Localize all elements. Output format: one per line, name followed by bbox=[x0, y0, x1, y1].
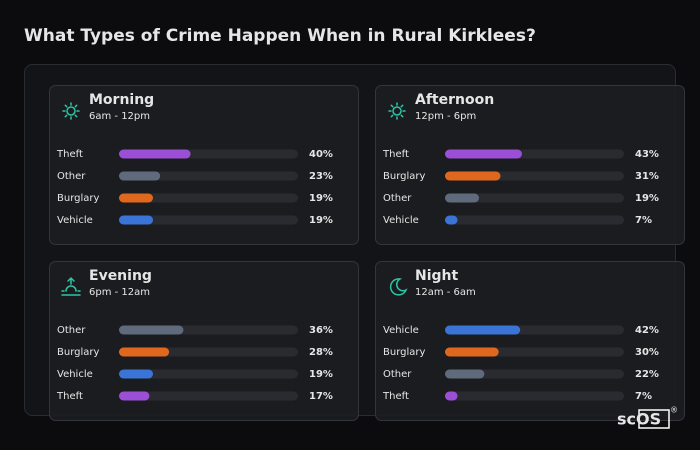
moon-icon bbox=[389, 278, 408, 296]
bar bbox=[445, 391, 458, 401]
category-label: Theft bbox=[382, 149, 409, 160]
category-label: Vehicle bbox=[383, 215, 419, 226]
panel-title: Afternoon bbox=[415, 92, 494, 108]
category-label: Burglary bbox=[383, 347, 425, 358]
bar bbox=[445, 325, 521, 335]
bar bbox=[119, 391, 150, 401]
value-label: 40% bbox=[309, 149, 333, 160]
panel-title: Night bbox=[415, 268, 459, 284]
bar bbox=[119, 149, 191, 159]
category-label: Vehicle bbox=[383, 325, 419, 336]
value-label: 23% bbox=[309, 171, 333, 182]
bar-track bbox=[445, 369, 624, 379]
panel-card bbox=[375, 261, 685, 421]
value-label: 19% bbox=[309, 369, 333, 380]
page-title: What Types of Crime Happen When in Rural… bbox=[24, 26, 536, 46]
value-label: 36% bbox=[309, 325, 333, 336]
category-label: Burglary bbox=[57, 193, 99, 204]
bar bbox=[119, 369, 154, 379]
category-label: Other bbox=[57, 325, 86, 336]
bar bbox=[119, 325, 184, 335]
value-label: 28% bbox=[309, 347, 333, 358]
panels: Morning 6am - 12pm Theft 40% Other 23% Burglar… bbox=[49, 85, 685, 421]
category-label: Other bbox=[57, 171, 86, 182]
value-label: 22% bbox=[635, 369, 659, 380]
bar bbox=[119, 193, 154, 203]
value-label: 43% bbox=[635, 149, 659, 160]
bar bbox=[445, 347, 499, 357]
value-label: 7% bbox=[635, 391, 652, 402]
bar bbox=[445, 149, 522, 159]
bar bbox=[445, 171, 501, 181]
panel-subtitle: 12am - 6am bbox=[415, 287, 476, 298]
category-label: Vehicle bbox=[57, 215, 93, 226]
sun-icon bbox=[62, 102, 80, 120]
category-label: Theft bbox=[56, 149, 83, 160]
bar bbox=[119, 347, 170, 357]
value-label: 19% bbox=[309, 215, 333, 226]
panel: Night 12am - 6am Vehicle 42% Burglary 30% Othe… bbox=[375, 261, 685, 421]
brand-mark: ® bbox=[670, 406, 678, 415]
panel-subtitle: 6am - 12pm bbox=[89, 111, 150, 122]
category-label: Burglary bbox=[57, 347, 99, 358]
value-label: 30% bbox=[635, 347, 659, 358]
category-label: Theft bbox=[382, 391, 409, 402]
value-label: 19% bbox=[309, 193, 333, 204]
bar-track bbox=[119, 171, 298, 181]
bar-track bbox=[445, 391, 624, 401]
value-label: 31% bbox=[635, 171, 659, 182]
panel-subtitle: 12pm - 6pm bbox=[415, 111, 476, 122]
bar-track bbox=[119, 215, 298, 225]
panel-card bbox=[49, 85, 359, 245]
category-label: Theft bbox=[56, 391, 83, 402]
panel-title: Morning bbox=[89, 92, 154, 108]
category-label: Other bbox=[383, 193, 412, 204]
panel-title: Evening bbox=[89, 268, 152, 284]
bar-track bbox=[119, 369, 298, 379]
icons bbox=[61, 102, 408, 296]
brand: scOS bbox=[617, 410, 661, 429]
category-label: Other bbox=[383, 369, 412, 380]
bar-track bbox=[445, 215, 624, 225]
category-label: Burglary bbox=[383, 171, 425, 182]
bar bbox=[119, 171, 161, 181]
bar bbox=[445, 193, 480, 203]
panel-subtitle: 6pm - 12am bbox=[89, 287, 150, 298]
category-label: Vehicle bbox=[57, 369, 93, 380]
panel: Afternoon 12pm - 6pm Theft 43% Burglary 31% Ot… bbox=[375, 85, 685, 245]
brand-box bbox=[638, 409, 670, 429]
panel: Morning 6am - 12pm Theft 40% Other 23% Burglar… bbox=[49, 85, 359, 245]
bar bbox=[445, 215, 458, 225]
value-label: 7% bbox=[635, 215, 652, 226]
panel-card bbox=[49, 261, 359, 421]
bar bbox=[445, 369, 485, 379]
panel: Evening 6pm - 12am Other 36% Burglary 28% Vehi… bbox=[49, 261, 359, 421]
bar-track bbox=[445, 193, 624, 203]
bar-track bbox=[119, 391, 298, 401]
panel-card bbox=[375, 85, 685, 245]
sunrise-icon bbox=[61, 276, 81, 296]
value-label: 42% bbox=[635, 325, 659, 336]
value-label: 17% bbox=[309, 391, 333, 402]
sun-icon bbox=[388, 102, 406, 120]
bar-track bbox=[119, 193, 298, 203]
value-label: 19% bbox=[635, 193, 659, 204]
bar bbox=[119, 215, 154, 225]
